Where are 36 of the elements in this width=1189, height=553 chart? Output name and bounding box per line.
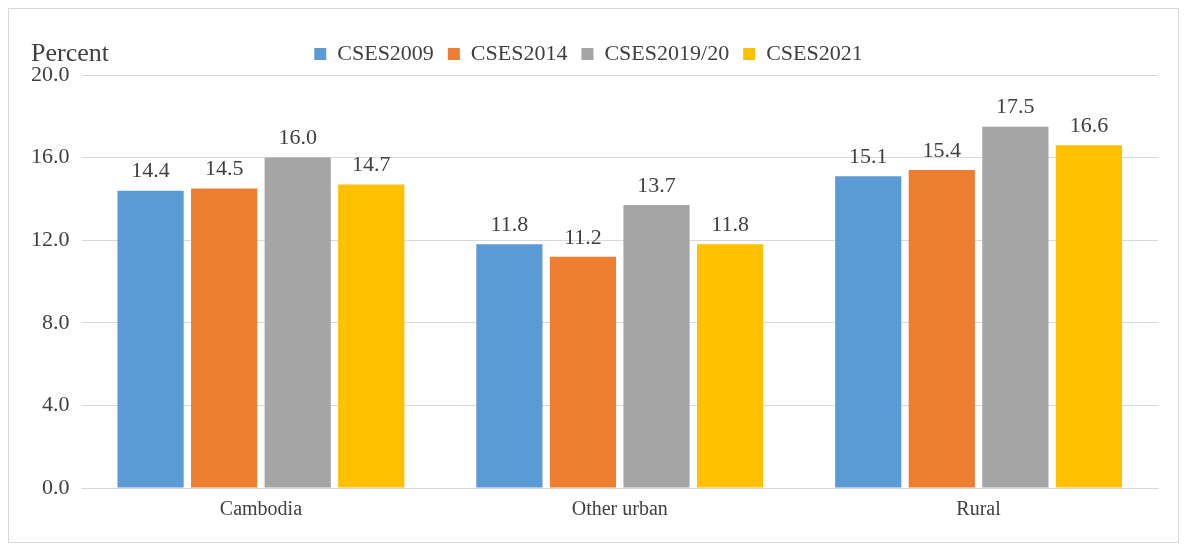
bar — [476, 244, 543, 488]
data-label: 13.7 — [637, 171, 676, 197]
bar — [264, 157, 331, 488]
data-label: 14.5 — [204, 155, 244, 181]
bar — [908, 169, 975, 488]
data-label: 11.8 — [490, 211, 529, 237]
x-tick-label: Cambodia — [219, 497, 303, 520]
x-tick-label: Rural — [956, 497, 1002, 520]
data-label: 17.5 — [996, 93, 1035, 119]
data-label: 11.2 — [564, 223, 602, 249]
bar — [696, 244, 764, 488]
bar — [549, 256, 617, 488]
bar — [191, 188, 258, 488]
x-tick-label: Other urban — [571, 497, 668, 520]
bar — [117, 190, 184, 488]
y-tick-label: 4.0 — [42, 391, 70, 417]
legend-label: CSES2019/20 — [604, 39, 730, 65]
data-label: 14.4 — [131, 157, 170, 183]
bar — [338, 184, 405, 488]
bar — [1055, 145, 1123, 488]
data-label: 16.6 — [1069, 111, 1109, 137]
y-tick-label: 8.0 — [42, 308, 70, 334]
y-tick-label: 12.0 — [31, 225, 70, 251]
legend-label: CSES2014 — [470, 39, 568, 65]
bar — [982, 126, 1049, 488]
data-label: 15.4 — [922, 136, 962, 162]
legend-label: CSES2021 — [766, 39, 863, 65]
y-tick-label: 16.0 — [31, 143, 70, 169]
bar — [835, 176, 902, 488]
data-label: 15.1 — [848, 142, 888, 168]
data-label: 14.7 — [352, 151, 391, 177]
bar — [623, 205, 690, 488]
data-label: 11.8 — [711, 211, 749, 237]
legend-label: CSES2009 — [337, 39, 434, 65]
y-tick-label: 0.0 — [42, 473, 70, 499]
data-label: 16.0 — [278, 124, 317, 150]
